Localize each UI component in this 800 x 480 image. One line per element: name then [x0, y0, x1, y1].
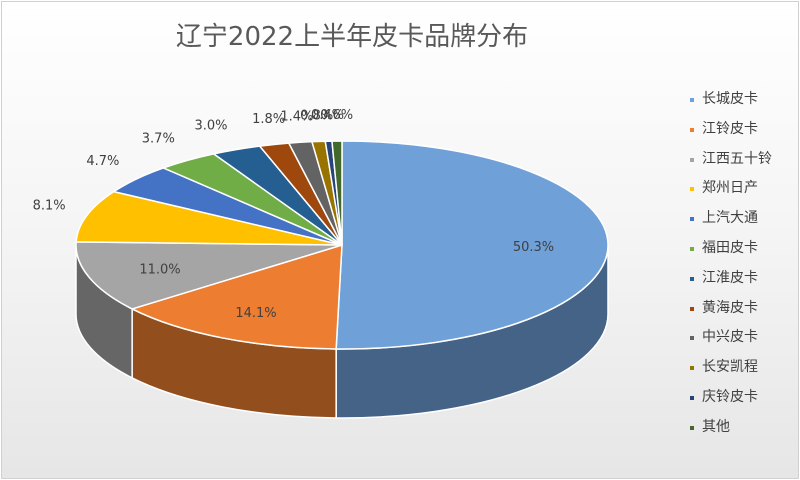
data-label-2: 11.0% — [139, 262, 180, 277]
data-label-3: 8.1% — [33, 199, 66, 214]
legend-swatch — [690, 306, 694, 311]
data-label-8: 1.4% — [280, 110, 313, 125]
data-label-7: 1.8% — [252, 112, 285, 127]
data-label-5: 3.7% — [142, 131, 175, 146]
legend-item: 江淮皮卡 — [684, 264, 792, 294]
legend-swatch — [690, 276, 694, 281]
legend-swatch — [690, 157, 694, 162]
legend-item: 黄海皮卡 — [684, 294, 792, 324]
data-label-9: 0.8% — [300, 109, 333, 124]
legend-label: 其他 — [702, 418, 730, 435]
legend-label: 江铃皮卡 — [702, 120, 758, 137]
legend-swatch — [690, 187, 694, 192]
legend-label: 庆铃皮卡 — [702, 388, 758, 405]
legend-swatch — [690, 336, 694, 341]
pie-slice-0 — [335, 140, 609, 350]
legend-label: 长城皮卡 — [702, 91, 758, 107]
legend-item: 中兴皮卡 — [684, 323, 792, 353]
chart-legend: 长城皮卡江铃皮卡江西五十铃郑州日产上汽大通福田皮卡江淮皮卡黄海皮卡中兴皮卡长安凯… — [684, 85, 792, 443]
legend-label: 福田皮卡 — [702, 239, 758, 256]
legend-label: 长安凯程 — [702, 359, 758, 376]
legend-item: 庆铃皮卡 — [684, 383, 792, 413]
data-label-10: 0.4% — [311, 108, 344, 123]
pie-slice-3 — [75, 190, 343, 246]
data-label-1: 14.1% — [235, 306, 276, 321]
legend-label: 郑州日产 — [702, 180, 758, 197]
legend-label: 黄海皮卡 — [702, 299, 758, 316]
pie-slice-1 — [130, 243, 343, 350]
data-label-4: 4.7% — [86, 154, 119, 169]
data-label-6: 3.0% — [194, 118, 227, 133]
pie-slice-11 — [331, 140, 343, 246]
legend-swatch — [690, 246, 694, 251]
legend-swatch — [690, 366, 694, 371]
legend-item: 江西五十铃 — [684, 145, 792, 175]
legend-swatch — [690, 127, 694, 132]
legend-item: 长城皮卡 — [684, 85, 792, 115]
legend-swatch — [690, 98, 694, 102]
legend-label: 上汽大通 — [702, 210, 758, 227]
legend-label: 中兴皮卡 — [702, 329, 758, 346]
legend-label: 江淮皮卡 — [702, 269, 758, 286]
pie-slice-2 — [75, 241, 343, 310]
legend-swatch — [690, 425, 694, 430]
legend-item: 长安凯程 — [684, 353, 792, 383]
legend-item: 福田皮卡 — [684, 234, 792, 264]
legend-item: 其他 — [684, 413, 792, 443]
legend-swatch — [690, 395, 694, 400]
legend-swatch — [690, 217, 694, 222]
legend-item: 郑州日产 — [684, 174, 792, 204]
data-label-0: 50.3% — [513, 240, 554, 255]
legend-item: 上汽大通 — [684, 204, 792, 234]
data-label-11: 0.6% — [320, 108, 353, 123]
legend-label: 江西五十铃 — [702, 150, 772, 167]
chart-title: 辽宁2022上半年皮卡品牌分布 — [175, 22, 529, 52]
legend-item: 江铃皮卡 — [684, 115, 792, 145]
